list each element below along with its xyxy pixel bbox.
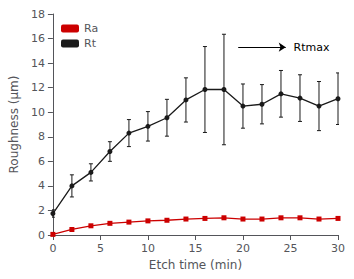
svg-text:18: 18 bbox=[31, 8, 45, 21]
svg-text:12: 12 bbox=[31, 81, 45, 94]
svg-text:Rt: Rt bbox=[84, 37, 97, 50]
svg-text:5: 5 bbox=[97, 242, 104, 255]
svg-text:2: 2 bbox=[38, 204, 45, 217]
svg-text:10: 10 bbox=[141, 242, 155, 255]
svg-text:8: 8 bbox=[38, 130, 45, 143]
svg-text:Roughness (μm): Roughness (μm) bbox=[7, 76, 21, 174]
svg-text:10: 10 bbox=[31, 106, 45, 119]
svg-text:25: 25 bbox=[283, 242, 297, 255]
svg-text:4: 4 bbox=[38, 179, 45, 192]
svg-text:Rtmax: Rtmax bbox=[293, 41, 329, 54]
svg-text:16: 16 bbox=[31, 32, 45, 45]
svg-text:6: 6 bbox=[38, 155, 45, 168]
svg-text:20: 20 bbox=[236, 242, 250, 255]
svg-text:0: 0 bbox=[38, 229, 45, 242]
svg-text:14: 14 bbox=[31, 57, 45, 70]
svg-text:0: 0 bbox=[49, 242, 56, 255]
svg-text:Ra: Ra bbox=[84, 22, 98, 35]
svg-text:30: 30 bbox=[331, 242, 345, 255]
svg-text:15: 15 bbox=[188, 242, 202, 255]
svg-text:Etch time (min): Etch time (min) bbox=[149, 258, 242, 272]
